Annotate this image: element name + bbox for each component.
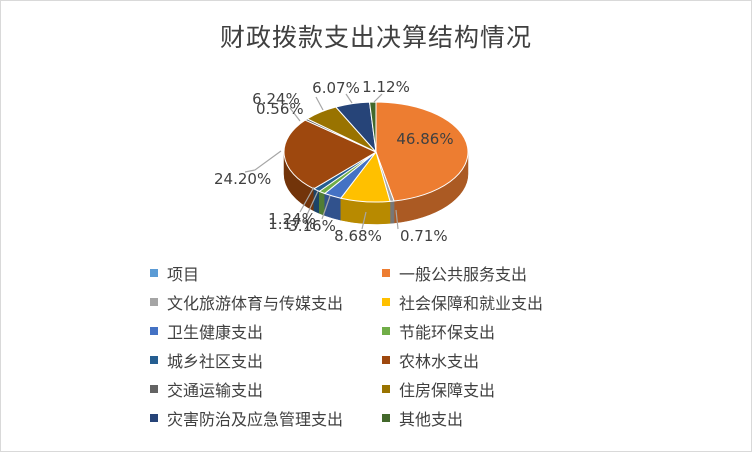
legend-label: 项目 [167, 265, 200, 284]
legend-item-6: 城乡社区支出 [150, 349, 263, 371]
legend-swatch [150, 327, 158, 335]
legend-swatch [150, 269, 158, 277]
legend-swatch [382, 385, 390, 393]
legend-item-7: 农林水支出 [382, 349, 479, 371]
legend-item-3: 社会保障和就业支出 [382, 291, 543, 313]
data-label-7: 24.20% [214, 170, 271, 188]
legend-label: 住房保障支出 [399, 381, 496, 400]
pie-side-2 [389, 200, 395, 224]
legend-item-1: 一般公共服务支出 [382, 262, 527, 284]
leader-line-10 [345, 93, 353, 104]
legend-label: 卫生健康支出 [167, 323, 264, 342]
legend-label: 灾害防治及应急管理支出 [167, 410, 344, 429]
legend-label: 社会保障和就业支出 [399, 294, 544, 313]
legend-label: 交通运输支出 [167, 381, 264, 400]
legend-swatch [382, 414, 390, 422]
legend-swatch [382, 298, 390, 306]
data-label-2: 0.71% [400, 227, 448, 245]
leader-line-11 [373, 93, 383, 103]
legend-item-2: 文化旅游体育与传媒支出 [150, 291, 343, 313]
legend-item-9: 住房保障支出 [382, 378, 495, 400]
legend-label: 其他支出 [399, 410, 464, 429]
legend-label: 节能环保支出 [399, 323, 496, 342]
leader-line-5 [305, 190, 319, 218]
data-label-4: 3.16% [288, 217, 336, 235]
leader-line-3 [361, 211, 367, 230]
legend-item-0: 项目 [150, 262, 199, 284]
legend-item-5: 节能环保支出 [382, 320, 495, 342]
data-label-11: 1.12% [362, 78, 410, 96]
legend-swatch [150, 414, 158, 422]
legend-swatch [382, 327, 390, 335]
leader-line-7 [244, 150, 282, 173]
legend-swatch [150, 385, 158, 393]
leader-line-8 [289, 107, 301, 122]
legend-swatch [382, 356, 390, 364]
data-label-3: 8.68% [334, 227, 382, 245]
leader-line-6 [299, 186, 315, 213]
leader-line-4 [321, 195, 331, 220]
chart-title: 财政拨款支出决算结构情况 [219, 23, 532, 52]
legend-item-8: 交通运输支出 [150, 378, 263, 400]
pie-slice-11 [368, 101, 377, 153]
legend-swatch [150, 356, 158, 364]
data-label-5: 1.17% [268, 215, 316, 233]
legend-label: 农林水支出 [399, 352, 480, 371]
legend-swatch [382, 269, 390, 277]
legend-item-10: 灾害防治及应急管理支出 [150, 407, 343, 429]
data-label-6: 1.24% [268, 210, 316, 228]
legend-item-4: 卫生健康支出 [150, 320, 263, 342]
legend-label: 一般公共服务支出 [399, 265, 528, 284]
data-label-9: 6.24% [252, 90, 300, 108]
data-label-1: 46.86% [396, 130, 453, 148]
leader-line-9 [315, 96, 324, 111]
data-label-8: 0.56% [256, 100, 304, 118]
data-label-10: 6.07% [312, 79, 360, 97]
legend-item-11: 其他支出 [382, 407, 463, 429]
legend-swatch [150, 298, 158, 306]
leader-line-2 [395, 209, 399, 230]
pie-slice-1 [375, 101, 469, 202]
pie-slice-7 [283, 119, 378, 190]
legend-label: 文化旅游体育与传媒支出 [167, 294, 344, 313]
legend-label: 城乡社区支出 [167, 352, 264, 371]
